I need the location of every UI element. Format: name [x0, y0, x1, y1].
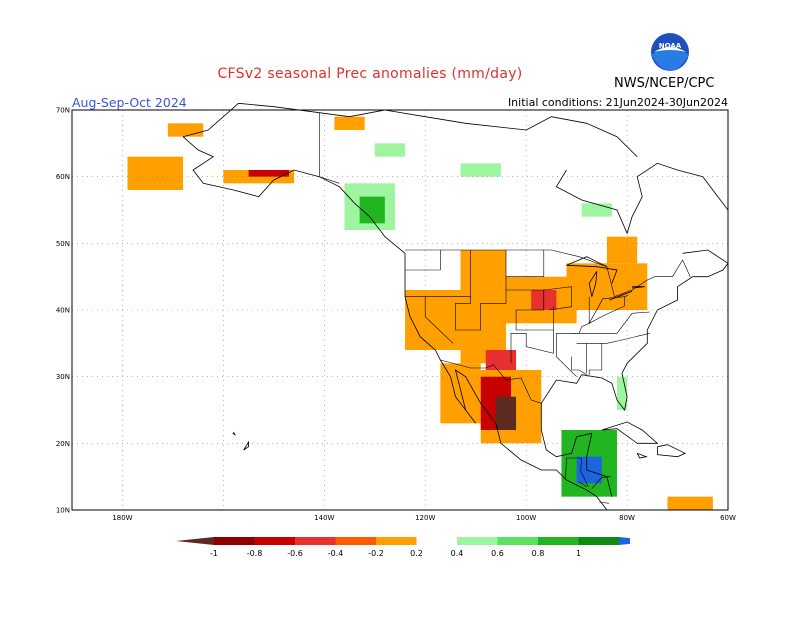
coastline: [588, 271, 598, 297]
lon-tick-label: 140W: [314, 514, 334, 522]
coastline: [540, 249, 729, 411]
anomaly-region: [616, 376, 628, 410]
political-border: [405, 250, 441, 271]
political-border: [424, 296, 454, 344]
anomaly-region: [359, 196, 385, 224]
axis-labels: 70N 60N 50N 40N 30N 20N 10N 180W 140W 120W 100W 80W…: [56, 107, 736, 523]
legend-label: 1: [576, 549, 581, 558]
legend-label: 0.8: [532, 549, 545, 558]
logo-lettering: NOAA: [659, 42, 682, 50]
legend-swatch: [295, 537, 336, 545]
noaa-logo-icon: NOAA: [651, 33, 689, 71]
anomaly-map: 70N 60N 50N 40N 30N 20N 10N 180W 140W 120W 100W 80W…: [56, 102, 736, 522]
legend-label: 0.2: [410, 549, 423, 558]
legend-label: -1: [210, 549, 218, 558]
legend-swatch: [578, 537, 619, 545]
political-border: [580, 470, 589, 487]
political-border: [506, 250, 545, 277]
lat-tick-label: 50N: [56, 240, 70, 248]
coastlines: [182, 102, 729, 511]
coastline: [182, 102, 638, 157]
legend-label: 0.6: [491, 549, 504, 558]
lat-tick-label: 30N: [56, 373, 70, 381]
political-border: [588, 296, 625, 325]
anomaly-region: [334, 116, 365, 130]
legend-swatch: [335, 537, 376, 545]
lat-tick-label: 10N: [56, 507, 70, 515]
legend-swatch: [538, 537, 579, 545]
political-border: [319, 112, 340, 184]
legend-arrow-right: [619, 537, 630, 545]
political-border: [599, 501, 609, 504]
coastline: [601, 421, 659, 444]
anomaly-layer: [127, 116, 713, 510]
political-border: [543, 286, 572, 311]
coastline: [657, 444, 687, 458]
legend-arrow-left: [176, 537, 214, 545]
anomaly-region: [127, 156, 184, 190]
anomaly-region: [495, 396, 517, 430]
anomaly-region: [581, 203, 612, 217]
anomaly-region: [576, 456, 602, 484]
legend-swatch: [254, 537, 295, 545]
coastline: [636, 452, 648, 459]
lat-tick-label: 40N: [56, 307, 70, 315]
season-label: Aug-Sep-Oct 2024: [72, 95, 187, 110]
chart-title: CFSv2 seasonal Prec anomalies (mm/day): [217, 66, 523, 82]
lon-tick-label: 120W: [415, 514, 435, 522]
coastline: [182, 136, 406, 254]
political-border: [588, 343, 603, 375]
legend-swatch: [497, 537, 538, 545]
anomaly-region: [167, 123, 204, 137]
anomaly-region: [374, 143, 406, 157]
initial-conditions-label: Initial conditions: 21Jun2024-30Jun2024: [507, 96, 728, 109]
lon-tick-label: 60W: [720, 514, 736, 522]
legend-swatch: [416, 537, 457, 545]
map-frame: [71, 109, 729, 511]
lon-tick-label: 100W: [516, 514, 536, 522]
legend-label: -0.8: [247, 549, 263, 558]
political-border: [576, 333, 650, 344]
lon-tick-label: 80W: [619, 514, 635, 522]
political-border: [405, 249, 691, 298]
legend-swatch: [214, 537, 255, 545]
anomaly-region: [405, 290, 466, 350]
anomaly-region: [460, 163, 501, 177]
anomaly-region: [667, 496, 713, 510]
legend-label: -0.4: [328, 549, 344, 558]
legend-label: -0.2: [368, 549, 384, 558]
political-border: [578, 481, 587, 487]
political-border: [591, 476, 611, 489]
political-border: [571, 356, 587, 375]
coastline: [540, 403, 613, 497]
political-border: [565, 457, 583, 481]
lon-tick-label: 180W: [112, 514, 132, 522]
coastline: [232, 431, 237, 436]
anomaly-region: [460, 250, 506, 364]
anomaly-region: [248, 170, 289, 177]
legend-label: -0.6: [287, 549, 303, 558]
anomaly-region: [606, 236, 638, 264]
political-border: [556, 305, 625, 377]
coastline: [243, 440, 250, 451]
legend-swatch: [457, 537, 498, 545]
lat-tick-label: 20N: [56, 440, 70, 448]
legend-label: 0.4: [451, 549, 464, 558]
political-border: [571, 311, 650, 334]
coastline: [404, 253, 608, 511]
coastline: [555, 162, 729, 235]
legend-swatch: [376, 537, 417, 545]
political-border: [455, 250, 507, 331]
political-border: [624, 295, 629, 306]
agency-label: NWS/NCEP/CPC: [614, 76, 715, 91]
legend: -1 -0.8 -0.6 -0.4 -0.2 0.2 0.4 0.6 0.8 1: [176, 537, 630, 558]
lat-tick-label: 70N: [56, 107, 70, 115]
coastline: [566, 256, 618, 284]
political-border: [440, 359, 542, 404]
lat-tick-label: 60N: [56, 173, 70, 181]
